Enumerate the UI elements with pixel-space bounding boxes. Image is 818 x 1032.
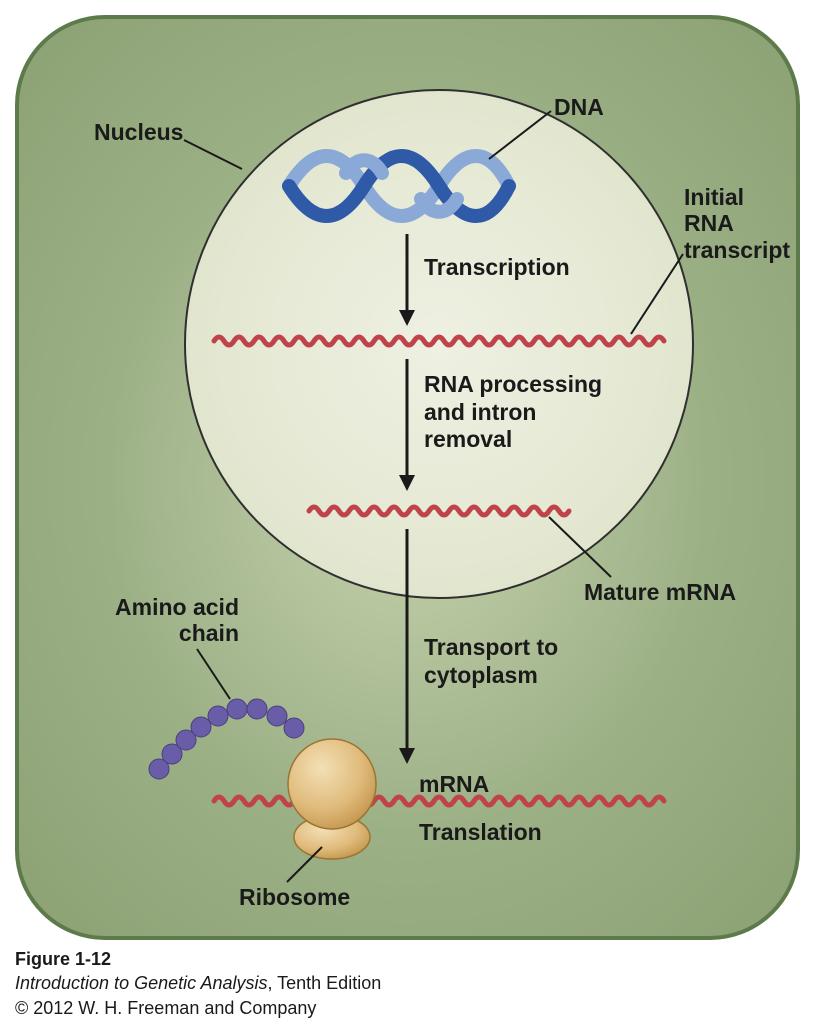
arrow-processing (397, 359, 417, 494)
initial-rna-icon (214, 331, 669, 351)
arrow-transport (397, 529, 417, 767)
figure-number: Figure 1-12 (15, 947, 381, 971)
ribosome-leader (287, 847, 327, 887)
book-title: Introduction to Genetic Analysis (15, 973, 267, 993)
nucleus-leader (184, 134, 249, 174)
cell-membrane: Nucleus DNA Initial RNA transcript Matur… (15, 15, 800, 940)
initial-rna-label: Initial RNA transcript (684, 184, 790, 263)
processing-label: RNA processing and intron removal (424, 371, 602, 454)
mature-mrna-label: Mature mRNA (584, 579, 736, 605)
amino-chain-label: Amino acid chain (89, 594, 239, 647)
copyright: © 2012 W. H. Freeman and Company (15, 996, 381, 1020)
initial-rna-leader (631, 254, 691, 339)
transcription-label: Transcription (424, 254, 570, 282)
dna-icon (284, 141, 514, 231)
transport-label: Transport to cytoplasm (424, 634, 558, 689)
nucleus-label: Nucleus (94, 119, 183, 145)
mature-mrna-icon (309, 501, 574, 521)
dna-leader (489, 111, 554, 166)
mature-mrna-leader (549, 517, 619, 582)
mrna-label: mRNA (419, 771, 489, 797)
amino-chain-leader (197, 649, 237, 704)
arrow-transcription (397, 234, 417, 329)
book-edition: , Tenth Edition (267, 973, 381, 993)
figure-caption: Figure 1-12 Introduction to Genetic Anal… (15, 947, 381, 1020)
figure-source: Introduction to Genetic Analysis, Tenth … (15, 971, 381, 995)
ribosome-label: Ribosome (239, 884, 350, 910)
translation-label: Translation (419, 819, 542, 847)
dna-label: DNA (554, 94, 604, 120)
